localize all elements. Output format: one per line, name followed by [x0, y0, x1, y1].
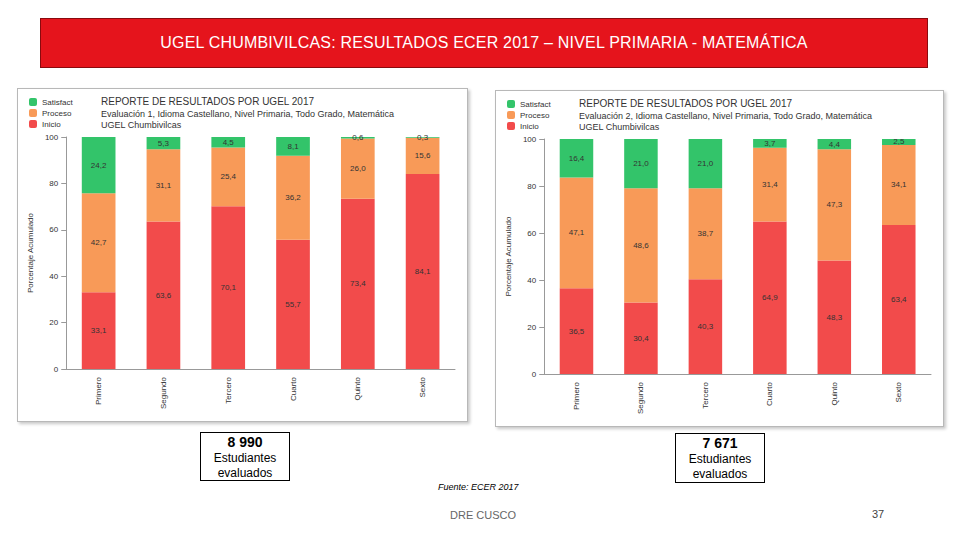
svg-text:47,1: 47,1: [569, 228, 585, 237]
svg-text:100: 100: [523, 135, 537, 144]
svg-text:Primero: Primero: [572, 381, 581, 410]
svg-text:Segundo: Segundo: [636, 381, 645, 414]
svg-text:25,4: 25,4: [220, 172, 236, 181]
svg-text:Quinto: Quinto: [353, 376, 362, 400]
svg-text:4,5: 4,5: [223, 138, 235, 147]
svg-text:20: 20: [49, 318, 58, 327]
svg-text:80: 80: [49, 179, 58, 188]
svg-text:0: 0: [532, 370, 537, 379]
svg-text:40: 40: [49, 272, 58, 281]
svg-text:Sexto: Sexto: [418, 376, 427, 397]
svg-text:Evaluación 1, Idioma Castellan: Evaluación 1, Idioma Castellano, Nivel P…: [101, 109, 394, 119]
svg-text:55,7: 55,7: [285, 300, 301, 309]
svg-text:40,3: 40,3: [698, 322, 714, 331]
svg-text:60: 60: [49, 225, 58, 234]
html-text:Fuente: ECER 2017: Fuente: ECER 2017: [438, 482, 519, 492]
svg-text:31,1: 31,1: [156, 181, 172, 190]
svg-text:36,2: 36,2: [285, 193, 301, 202]
svg-text:2,5: 2,5: [893, 137, 905, 146]
svg-text:Tercero: Tercero: [224, 376, 233, 403]
svg-text:70,1: 70,1: [220, 283, 236, 292]
html-text:8 990: 8 990: [227, 434, 263, 450]
svg-text:Inicio: Inicio: [42, 120, 61, 129]
svg-text:0,6: 0,6: [352, 133, 364, 142]
svg-text:80: 80: [527, 182, 536, 191]
svg-text:26,0: 26,0: [350, 164, 366, 173]
svg-text:Porcentaje Acumulado: Porcentaje Acumulado: [504, 216, 513, 297]
svg-text:15,6: 15,6: [415, 151, 431, 160]
svg-text:Cuarto: Cuarto: [289, 376, 298, 401]
svg-text:31,4: 31,4: [762, 180, 778, 189]
svg-text:Proceso: Proceso: [42, 109, 72, 118]
svg-text:48,3: 48,3: [827, 313, 843, 322]
svg-text:Proceso: Proceso: [520, 111, 550, 120]
svg-text:60: 60: [527, 229, 536, 238]
svg-text:Segundo: Segundo: [159, 376, 168, 409]
svg-text:21,0: 21,0: [633, 159, 649, 168]
svg-text:38,7: 38,7: [698, 229, 714, 238]
svg-text:33,1: 33,1: [91, 326, 107, 335]
svg-text:0,3: 0,3: [417, 133, 429, 142]
svg-text:24,2: 24,2: [91, 161, 107, 170]
svg-text:8,1: 8,1: [287, 142, 299, 151]
svg-text:21,0: 21,0: [698, 159, 714, 168]
svg-text:30,4: 30,4: [633, 334, 649, 343]
svg-text:REPORTE DE RESULTADOS POR UGEL: REPORTE DE RESULTADOS POR UGEL 2017: [101, 96, 314, 107]
html-text:UGEL CHUMBIVILCAS: RESULTADOS: UGEL CHUMBIVILCAS: RESULTADOS ECER 2017 …: [160, 34, 808, 51]
svg-text:Inicio: Inicio: [520, 122, 539, 131]
svg-text:47,3: 47,3: [827, 200, 843, 209]
svg-text:Cuarto: Cuarto: [765, 381, 774, 406]
svg-text:34,1: 34,1: [891, 180, 907, 189]
svg-text:16,4: 16,4: [569, 154, 585, 163]
svg-text:63,6: 63,6: [156, 291, 172, 300]
svg-text:64,9: 64,9: [762, 293, 778, 302]
svg-text:0: 0: [54, 365, 59, 374]
html-text:DRE CUSCO: DRE CUSCO: [450, 509, 516, 521]
svg-text:Primero: Primero: [94, 376, 103, 405]
svg-text:5,3: 5,3: [158, 139, 170, 148]
svg-text:73,4: 73,4: [350, 279, 366, 288]
svg-text:Evaluación 2, Idioma Castellan: Evaluación 2, Idioma Castellano, Nivel P…: [579, 111, 872, 121]
svg-text:4,4: 4,4: [829, 140, 841, 149]
html-text:7 671: 7 671: [702, 435, 738, 451]
html-text:Estudiantes: Estudiantes: [213, 451, 277, 465]
svg-text:42,7: 42,7: [91, 238, 107, 247]
svg-text:3,7: 3,7: [764, 139, 776, 148]
svg-text:100: 100: [45, 133, 59, 142]
svg-text:UGEL Chumbivilcas: UGEL Chumbivilcas: [579, 122, 660, 132]
html-text:evaluados: evaluados: [692, 467, 748, 481]
html-text:evaluados: evaluados: [217, 466, 273, 480]
svg-text:40: 40: [527, 276, 536, 285]
svg-text:36,5: 36,5: [569, 327, 585, 336]
svg-text:REPORTE DE RESULTADOS POR UGEL: REPORTE DE RESULTADOS POR UGEL 2017: [579, 98, 792, 109]
html-text:37: 37: [872, 508, 885, 520]
svg-text:Satisfact: Satisfact: [520, 100, 551, 109]
svg-text:84,1: 84,1: [415, 267, 431, 276]
svg-text:Porcentaje Acumulado: Porcentaje Acumulado: [26, 212, 35, 293]
svg-text:UGEL Chumbivilcas: UGEL Chumbivilcas: [101, 120, 182, 130]
svg-text:Tercero: Tercero: [701, 381, 710, 408]
svg-text:20: 20: [527, 323, 536, 332]
svg-text:Quinto: Quinto: [830, 381, 839, 405]
svg-text:Sexto: Sexto: [894, 381, 903, 402]
html-text:Estudiantes: Estudiantes: [688, 452, 752, 466]
svg-text:63,4: 63,4: [891, 295, 907, 304]
svg-text:Satisfact: Satisfact: [42, 98, 73, 107]
svg-text:48,6: 48,6: [633, 241, 649, 250]
